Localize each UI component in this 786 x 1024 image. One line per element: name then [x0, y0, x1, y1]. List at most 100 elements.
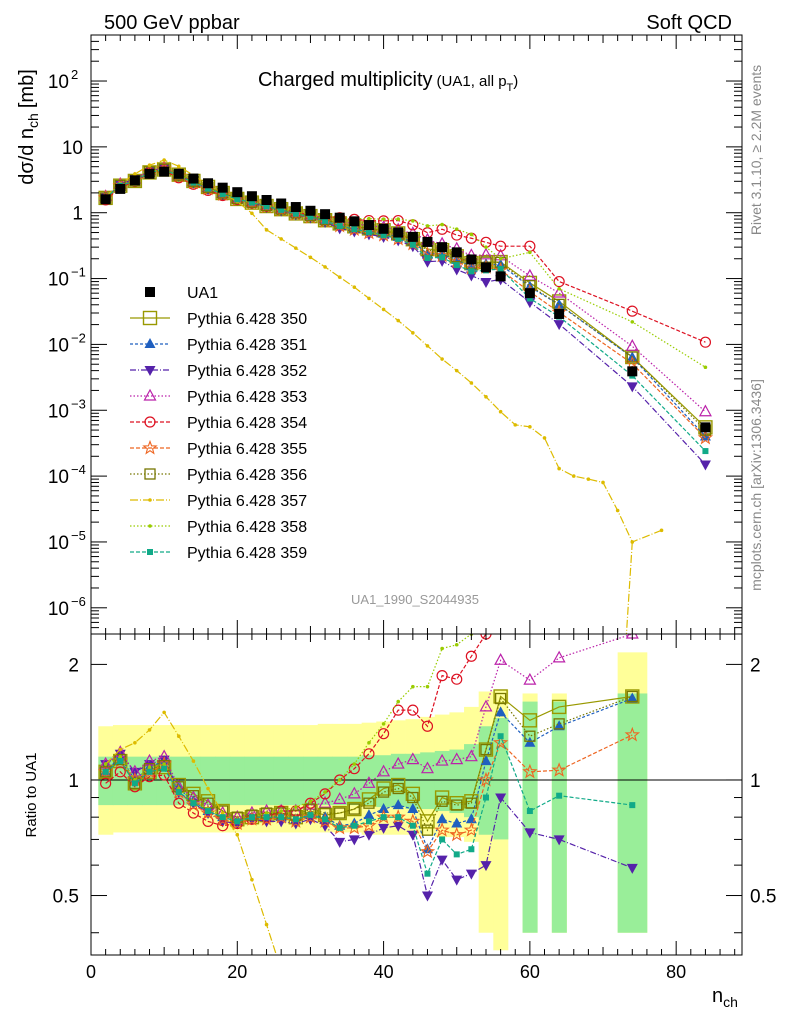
series-marker-s357: [571, 474, 576, 478]
top-y-label-main: dσ/d n: [16, 128, 38, 185]
ratio-marker-s352: [436, 855, 448, 866]
ratio-marker-s359: [219, 814, 226, 821]
ratio-marker-s359: [292, 816, 299, 823]
x-label-main: n: [712, 985, 723, 1007]
series-marker-s357: [425, 344, 430, 348]
ua1-data-point: [203, 178, 214, 189]
ratio-marker-s350: [332, 805, 347, 821]
legend-marker-s350: [142, 310, 158, 326]
series-marker-s357: [411, 331, 415, 335]
series-marker-s359: [234, 196, 241, 203]
ratio-marker-s353: [494, 653, 508, 665]
series-marker-s357: [498, 409, 503, 414]
ratio-marker-s356: [524, 730, 536, 742]
ratio-marker-s353: [523, 672, 537, 685]
ratio-marker-s356: [480, 743, 492, 756]
ratio-marker-s353: [641, 615, 652, 625]
series-marker-s356: [626, 351, 638, 363]
ratio-marker-s358: [337, 778, 342, 782]
ratio-marker-s352: [626, 863, 638, 874]
ratio-marker-s359: [468, 846, 475, 853]
ratio-y-tick-label-right: 1: [750, 771, 761, 792]
series-marker-s358: [367, 216, 371, 221]
ratio-marker-s351: [421, 843, 433, 854]
ratio-marker-s359: [307, 812, 314, 819]
series-marker-s357: [250, 211, 254, 216]
ua1-data-point: [100, 194, 111, 205]
ratio-marker-s356: [626, 690, 638, 703]
ratio-marker-s353: [420, 761, 434, 774]
ratio-marker-s350: [376, 781, 391, 796]
ratio-marker-s357: [287, 979, 291, 983]
ratio-marker-s357: [118, 747, 123, 752]
series-marker-s352: [626, 382, 638, 393]
series-marker-s358: [454, 227, 459, 231]
ratio-marker-s354: [436, 670, 448, 682]
ua1-data-point: [495, 271, 506, 282]
ratio-marker-s353: [464, 749, 478, 762]
ratio-marker-s356: [392, 782, 404, 795]
ua1-data-point: [144, 168, 155, 179]
ratio-marker-s352: [553, 835, 565, 846]
series-marker-s359: [526, 295, 533, 302]
ratio-marker-s357: [206, 786, 210, 791]
ratio-marker-s359: [380, 814, 387, 821]
chart-title-main: Charged multiplicity: [258, 69, 433, 91]
ua1-data-point: [554, 308, 565, 319]
series-marker-s357: [294, 246, 298, 250]
ratio-marker-s352: [451, 875, 463, 886]
ratio-marker-s355: [185, 797, 202, 812]
series-marker-s357: [176, 164, 181, 169]
legend-label: Pythia 6.428 354: [187, 415, 307, 432]
series-marker-s359: [278, 206, 285, 213]
series-marker-s357: [659, 528, 664, 533]
ratio-marker-s350: [347, 801, 362, 817]
top-y-tick-label: 10: [48, 599, 69, 620]
series-marker-s357: [308, 255, 313, 260]
ua1-data-point: [159, 166, 170, 177]
green-band-segment: [405, 753, 421, 810]
header-right: Soft QCD: [646, 12, 732, 34]
ratio-marker-s355: [419, 843, 436, 859]
ratio-marker-s356: [407, 791, 419, 804]
series-marker-s359: [263, 203, 270, 210]
series-marker-s357: [601, 480, 605, 485]
series-marker-s359: [307, 213, 314, 220]
ratio-marker-s352: [334, 837, 346, 848]
green-band-segment: [617, 693, 648, 933]
series-marker-s357: [484, 395, 488, 399]
ratio-marker-s354: [377, 728, 390, 740]
ratio-marker-s353: [450, 752, 464, 765]
ratio-y-tick-label-right: 0.5: [750, 887, 776, 908]
legend-marker-s358: [148, 524, 152, 528]
ratio-marker-s357: [133, 740, 137, 745]
series-marker-s351: [553, 298, 565, 309]
ratio-marker-s356: [553, 718, 565, 730]
series-marker-s353: [523, 268, 537, 281]
top-y-tick-exponent: −4: [71, 462, 86, 477]
ratio-marker-s354: [334, 774, 346, 786]
green-band-segment: [522, 701, 538, 933]
series-marker-s357: [513, 423, 518, 427]
series-marker-s359: [468, 268, 475, 275]
top-y-tick-label: 10: [48, 72, 69, 93]
ratio-marker-s359: [278, 814, 285, 821]
ratio-marker-s353: [99, 756, 113, 769]
ratio-marker-s351: [436, 813, 448, 824]
top-y-tick-label: 10: [48, 467, 69, 488]
ratio-marker-s359: [190, 800, 197, 807]
ratio-marker-s358: [411, 684, 415, 689]
legend-marker-s357: [148, 498, 152, 502]
ua1-data-point: [437, 242, 448, 253]
ua1-data-point: [173, 168, 184, 179]
ratio-marker-s350: [391, 777, 406, 793]
green-band-segment: [288, 756, 304, 806]
series-marker-s354: [699, 336, 712, 348]
ratio-marker-s352: [348, 835, 360, 846]
series-marker-s354: [495, 240, 507, 252]
analysis-id: UA1_1990_S2044935: [351, 592, 479, 607]
top-y-tick-label: 10: [48, 401, 69, 422]
legend-marker-s359: [147, 549, 153, 555]
legend-label: Pythia 6.428 357: [187, 493, 307, 510]
